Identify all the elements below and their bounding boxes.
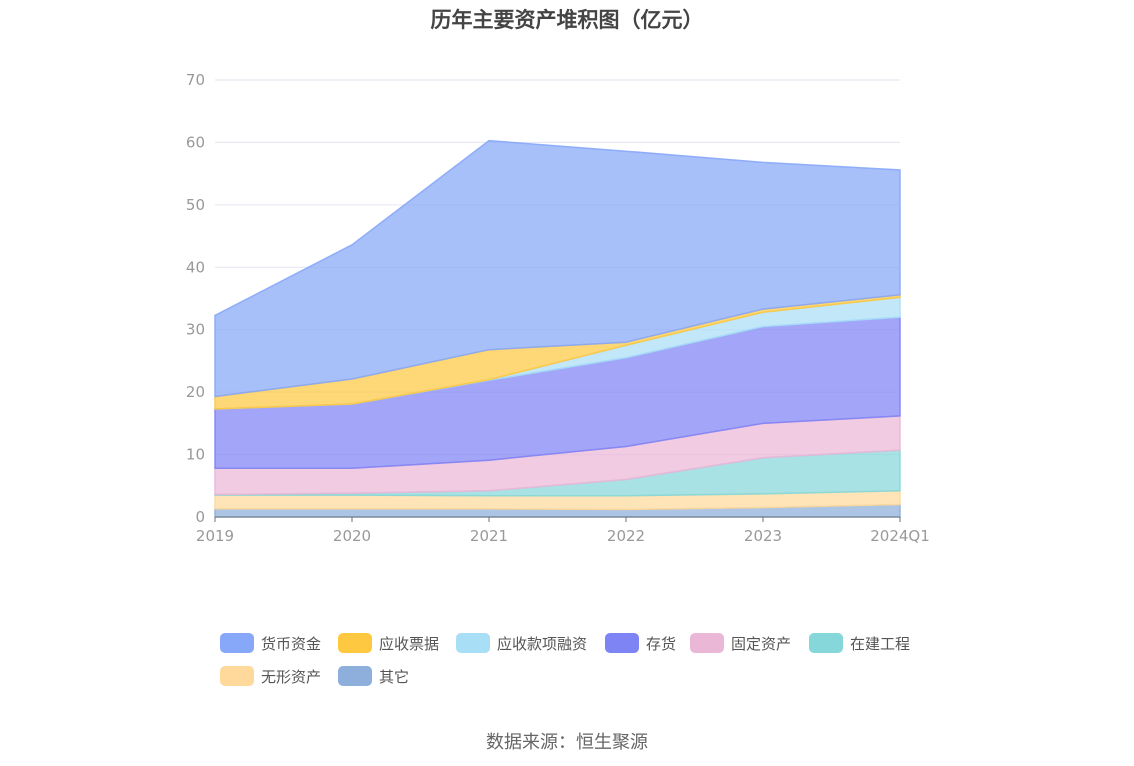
y-tick-label: 70 <box>186 71 205 89</box>
legend-label: 固定资产 <box>731 634 792 653</box>
legend-label: 在建工程 <box>850 634 911 653</box>
x-tick-label: 2023 <box>744 527 782 545</box>
legend-swatch <box>338 633 372 653</box>
legend-swatch <box>690 633 724 653</box>
legend-label: 其它 <box>379 667 410 686</box>
x-tick-label: 2019 <box>196 527 234 545</box>
legend-label: 应收票据 <box>379 634 440 653</box>
legend-label: 应收款项融资 <box>497 634 588 653</box>
legend-swatch <box>456 633 490 653</box>
y-tick-label: 10 <box>186 446 205 464</box>
data-source: 数据来源：恒生聚源 <box>486 732 648 753</box>
legend-swatch <box>220 666 254 686</box>
legend-item[interactable]: 在建工程 <box>809 630 910 656</box>
legend-item[interactable]: 货币资金 <box>220 630 321 656</box>
legend-label: 无形资产 <box>261 667 322 686</box>
y-tick-label: 30 <box>186 321 205 339</box>
legend-swatch <box>809 633 843 653</box>
legend-item[interactable]: 应收票据 <box>338 630 439 656</box>
y-tick-label: 40 <box>186 258 205 276</box>
legend-swatch <box>220 633 254 653</box>
legend-item[interactable]: 无形资产 <box>220 663 321 689</box>
x-tick-label: 2020 <box>333 527 371 545</box>
area-series-货币资金 <box>214 139 901 398</box>
legend-swatch <box>605 633 639 653</box>
y-tick-label: 20 <box>186 383 205 401</box>
y-tick-label: 60 <box>186 133 205 151</box>
stacked-area-chart: 0 10 20 30 40 50 60 70 2019 2020 2021 2022 2023 2024Q… <box>186 71 930 545</box>
legend-label: 存货 <box>646 634 677 653</box>
legend-label: 货币资金 <box>261 634 322 653</box>
y-tick-label: 50 <box>186 196 205 214</box>
legend-item[interactable]: 固定资产 <box>690 630 791 656</box>
legend-swatch <box>338 666 372 686</box>
legend-item[interactable]: 存货 <box>605 630 676 656</box>
chart-title: 历年主要资产堆积图（亿元） <box>430 8 704 32</box>
x-tick-label: 2022 <box>607 527 645 545</box>
x-tick-label: 2021 <box>470 527 508 545</box>
y-tick-label: 0 <box>195 508 205 526</box>
legend-item[interactable]: 其它 <box>338 663 409 689</box>
legend-item[interactable]: 应收款项融资 <box>456 630 587 656</box>
x-tick-label: 2024Q1 <box>870 527 930 545</box>
